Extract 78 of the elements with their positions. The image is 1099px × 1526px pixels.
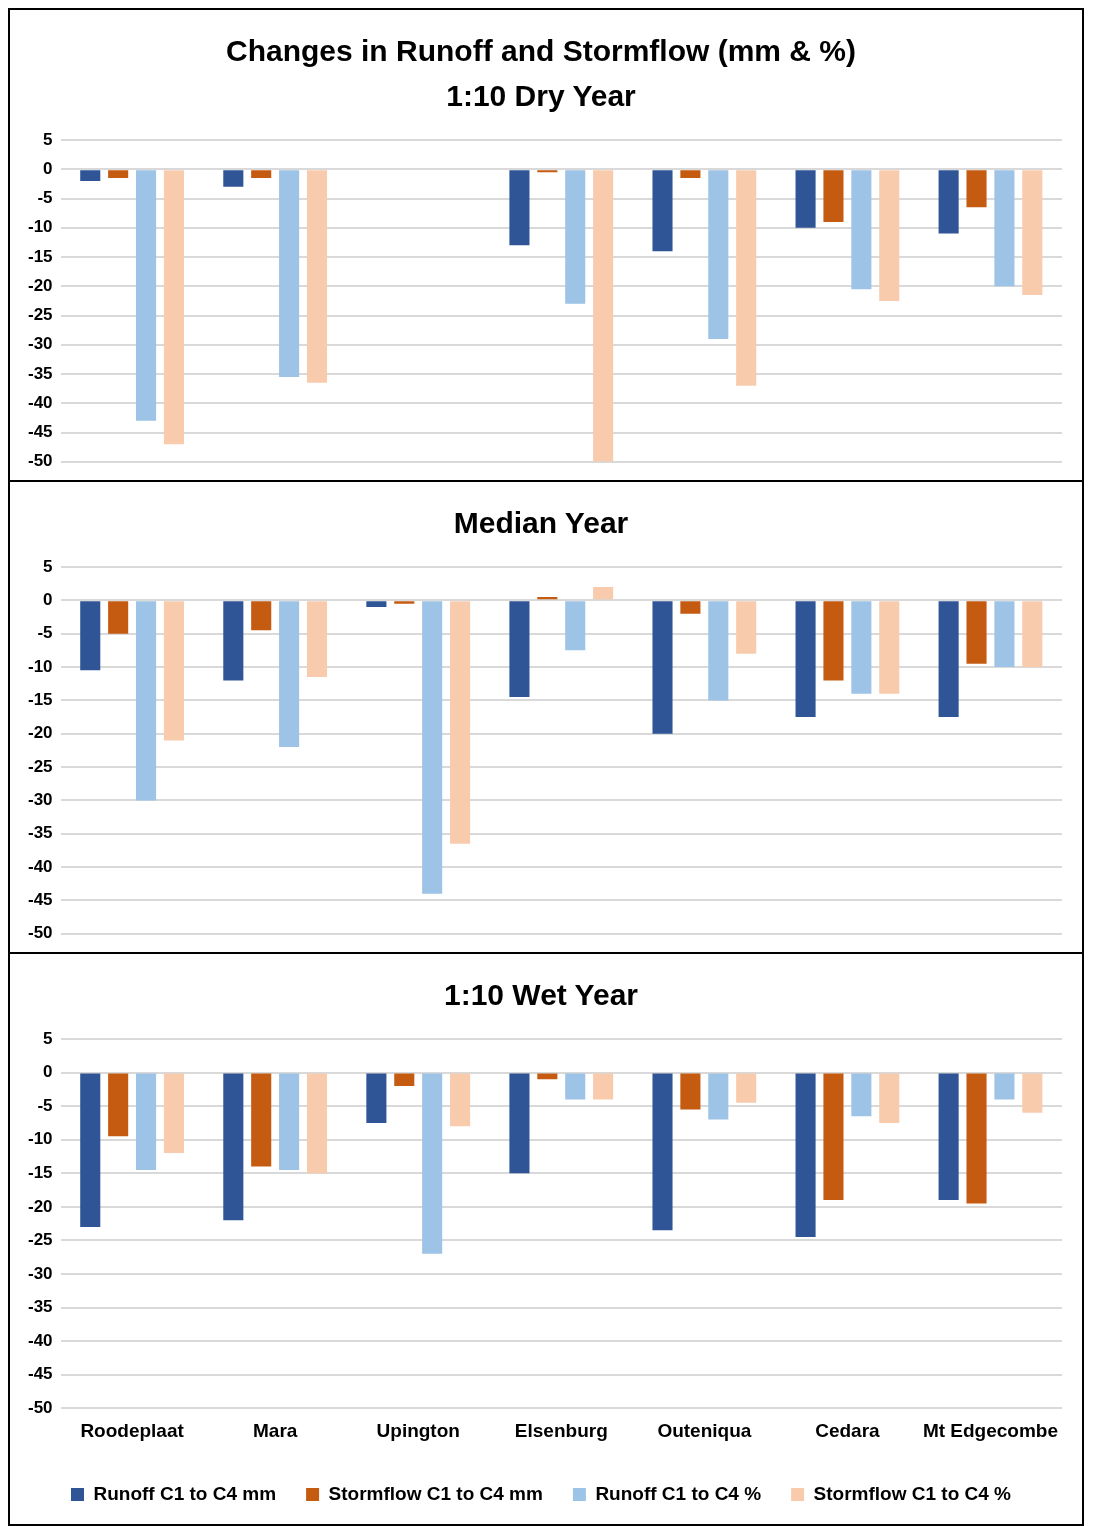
bar — [366, 601, 387, 608]
bar — [938, 601, 959, 718]
y-tick-label: 5 — [43, 129, 53, 149]
y-tick-label: -20 — [27, 723, 53, 743]
y-tick-label: -20 — [27, 275, 53, 295]
y-tick-label: -10 — [27, 1129, 53, 1149]
x-tick-label: Cedara — [815, 1419, 881, 1441]
x-tick-label: Elsenburg — [514, 1419, 608, 1441]
y-tick-label: -35 — [27, 363, 53, 383]
bar — [251, 601, 272, 631]
bar — [223, 601, 244, 681]
legend-label: Stormflow C1 to C4 % — [813, 1482, 1012, 1504]
x-tick-label: Mara — [252, 1419, 298, 1441]
y-tick-label: -30 — [27, 790, 53, 810]
bar — [823, 601, 844, 681]
y-tick-label: -25 — [27, 305, 53, 325]
y-tick-label: -15 — [27, 1162, 53, 1182]
y-tick-label: -35 — [27, 1297, 53, 1317]
y-tick-label: -5 — [37, 188, 53, 208]
bar — [306, 601, 328, 678]
y-tick-label: -10 — [27, 656, 53, 676]
y-tick-label: -5 — [37, 623, 53, 643]
bar — [966, 601, 987, 664]
y-tick-label: -25 — [27, 756, 53, 776]
bar — [422, 601, 443, 894]
chart-title: 1:10 Wet Year — [443, 977, 639, 1011]
y-tick-label: -40 — [27, 1330, 53, 1350]
legend-label: Runoff C1 to C4 mm — [93, 1482, 277, 1504]
y-tick-label: -45 — [27, 890, 53, 910]
y-tick-label: -20 — [27, 1196, 53, 1216]
y-tick-label: -30 — [27, 1263, 53, 1283]
bar — [994, 601, 1015, 668]
legend-label: Runoff C1 to C4 % — [595, 1482, 762, 1504]
y-tick-label: -40 — [27, 392, 53, 412]
bar — [1022, 601, 1043, 668]
legend-label: Stormflow C1 to C4 mm — [328, 1482, 543, 1504]
bar — [736, 601, 757, 654]
bar — [108, 601, 129, 634]
bar — [708, 601, 729, 701]
bar — [593, 587, 614, 600]
bar — [509, 601, 530, 698]
y-tick-label: -10 — [27, 217, 53, 237]
x-tick-label: Outeniqua — [657, 1419, 752, 1441]
chart-title: Median Year — [453, 505, 629, 539]
bar — [394, 601, 415, 604]
y-tick-label: -35 — [27, 823, 53, 843]
y-tick-label: 0 — [43, 590, 53, 610]
y-tick-label: -40 — [27, 856, 53, 876]
y-tick-label: -15 — [27, 246, 53, 266]
y-tick-label: -5 — [37, 1095, 53, 1115]
y-tick-label: -25 — [27, 1230, 53, 1250]
bar — [652, 601, 673, 734]
bar — [795, 601, 816, 718]
bar — [879, 601, 900, 694]
y-tick-label: -15 — [27, 690, 53, 710]
bar — [136, 601, 157, 801]
chart-subtitle: 1:10 Dry Year — [446, 78, 637, 112]
y-tick-label: -50 — [27, 451, 53, 471]
bar — [450, 601, 471, 844]
bar — [80, 601, 101, 671]
bar — [680, 601, 701, 614]
y-tick-label: -30 — [27, 334, 53, 354]
x-tick-label: Roodeplaat — [80, 1419, 185, 1441]
y-tick-label: -45 — [27, 1364, 53, 1384]
y-tick-label: -50 — [27, 1397, 53, 1417]
y-tick-label: -45 — [27, 422, 53, 442]
chart-title: Changes in Runoff and Stormflow (mm & %) — [226, 33, 856, 67]
y-tick-label: 5 — [43, 1028, 53, 1048]
bar — [163, 601, 184, 741]
x-tick-label: Upington — [376, 1419, 460, 1441]
y-tick-label: 0 — [43, 1062, 53, 1082]
bar — [279, 601, 300, 748]
bar — [851, 601, 872, 694]
y-tick-label: 5 — [43, 556, 53, 576]
y-tick-label: -50 — [27, 923, 53, 943]
bar — [565, 601, 586, 651]
x-tick-label: Mt Edgecombe — [922, 1419, 1059, 1441]
y-tick-label: 0 — [43, 158, 53, 178]
